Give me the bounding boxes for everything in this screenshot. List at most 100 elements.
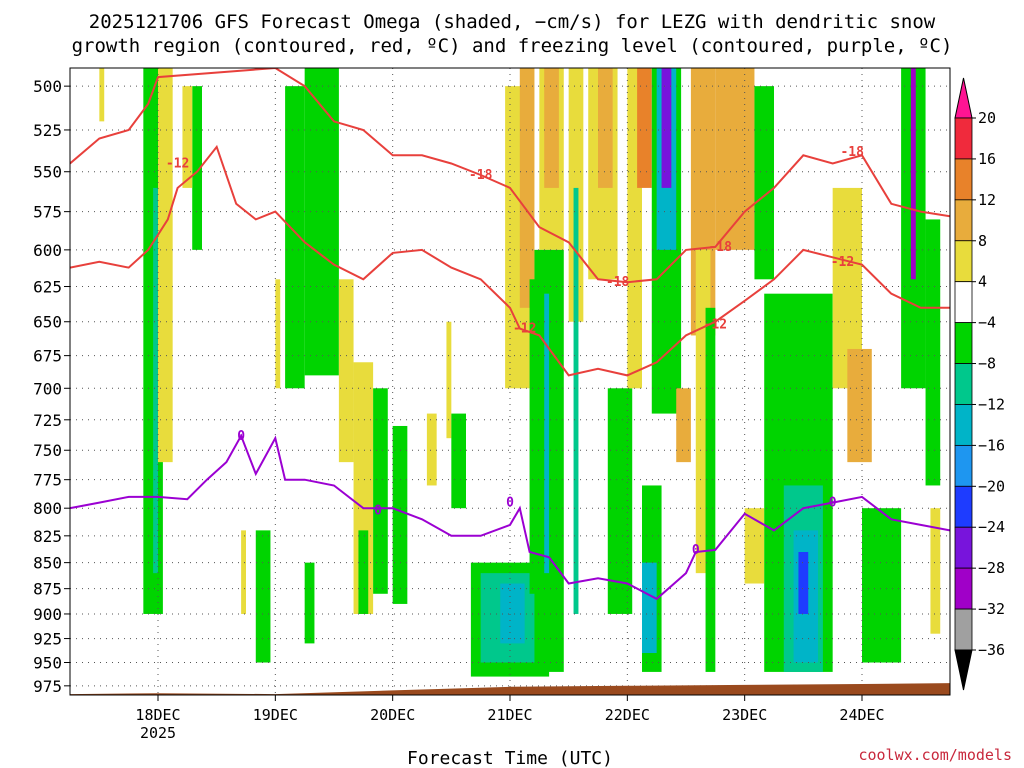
colorbar-above-arrow xyxy=(954,77,973,119)
colorbar-bin xyxy=(954,199,973,242)
y-axis-ticks: 500 525 550 575 600 625 650 675 700 725 750 775 800 8… xyxy=(33,77,70,696)
contour-label: 0 xyxy=(506,496,514,511)
contour-label: 0 xyxy=(237,429,245,444)
omega-cell xyxy=(598,68,613,188)
colorbar-bin xyxy=(954,363,973,405)
contour-label: 0 xyxy=(829,496,837,511)
omega-cell xyxy=(715,68,755,250)
omega-cell xyxy=(158,68,173,463)
y-tick-label: 875 xyxy=(33,580,62,599)
contours: -12 -12 -12 -12 -18 -18 -18 -18 0 0 0 0 0 xyxy=(70,68,950,601)
y-tick-label: 625 xyxy=(33,278,62,297)
omega-cell xyxy=(426,413,437,486)
colorbar-label: −16 xyxy=(978,436,1005,454)
omega-cell xyxy=(637,68,652,188)
x-tick-label: 18DEC xyxy=(135,706,180,724)
omega-cell xyxy=(862,508,902,663)
colorbar-label: 20 xyxy=(978,109,996,127)
y-tick-label: 600 xyxy=(33,241,62,260)
y-tick-label: 675 xyxy=(33,347,62,366)
omega-cell xyxy=(544,293,550,574)
omega-cell xyxy=(373,388,388,594)
y-tick-label: 575 xyxy=(33,203,62,222)
x-tick-sublabel: 2025 xyxy=(140,724,176,742)
x-axis-label: Forecast Time (UTC) xyxy=(407,748,613,768)
colorbar-bin xyxy=(954,526,973,569)
x-tick-label: 20DEC xyxy=(370,706,415,724)
omega-cell xyxy=(451,413,466,509)
omega-cell xyxy=(304,68,339,376)
colorbar-bin xyxy=(954,158,973,201)
omega-cell xyxy=(392,425,408,604)
x-tick-label: 19DEC xyxy=(253,706,298,724)
omega-cell xyxy=(925,219,941,486)
contour-label: -12 xyxy=(704,317,727,332)
omega-cell xyxy=(661,68,672,188)
contour-label: 0 xyxy=(692,543,700,558)
y-tick-label: 850 xyxy=(33,554,62,573)
y-tick-label: 500 xyxy=(33,77,62,96)
plot-area: -12 -12 -12 -12 -18 -18 -18 -18 0 0 0 0 0 xyxy=(70,68,950,695)
contour-label: -12 xyxy=(831,255,854,270)
omega-cell xyxy=(744,508,765,584)
omega-cell xyxy=(153,187,158,574)
colorbar-label: −36 xyxy=(978,641,1005,659)
colorbar-label: 8 xyxy=(978,232,987,250)
omega-cell xyxy=(99,68,105,122)
colorbar-label: −12 xyxy=(978,395,1005,413)
contour-label: -18 xyxy=(606,275,630,290)
y-tick-label: 975 xyxy=(33,677,62,696)
omega-cell xyxy=(930,508,941,634)
omega-cell xyxy=(847,348,872,463)
omega-cell xyxy=(192,86,202,250)
contour-label: -18 xyxy=(840,145,864,160)
colorbar-bin xyxy=(954,608,973,651)
y-tick-label: 800 xyxy=(33,499,62,518)
contour-label: -12 xyxy=(166,157,189,172)
colorbar-label: −24 xyxy=(978,518,1005,536)
site-credit: coolwx.com/models xyxy=(858,746,1012,764)
omega-cell xyxy=(182,86,193,188)
contour-label: 0 xyxy=(374,503,382,518)
omega-cell xyxy=(255,530,271,663)
x-tick-label: 24DEC xyxy=(839,706,884,724)
colorbar-label: −32 xyxy=(978,600,1005,618)
omega-cell xyxy=(544,68,559,188)
y-tick-label: 700 xyxy=(33,379,62,398)
colorbar-bin xyxy=(954,240,973,283)
omega-cell xyxy=(519,68,535,308)
colorbar-bin xyxy=(954,322,973,364)
y-tick-label: 725 xyxy=(33,411,62,430)
contour-line--18 xyxy=(70,68,950,284)
terrain-surface xyxy=(70,683,950,695)
colorbar-label: 16 xyxy=(978,150,996,168)
colorbar-below-arrow xyxy=(954,649,973,691)
omega-cell xyxy=(607,388,633,614)
omega-cell xyxy=(275,279,281,389)
omega-cell xyxy=(642,562,657,654)
omega-cell xyxy=(798,552,809,614)
colorbar-bin xyxy=(954,404,973,446)
colorbar-bin xyxy=(954,444,973,487)
omega-cell xyxy=(676,388,691,463)
omega-cell xyxy=(446,321,452,439)
y-tick-label: 650 xyxy=(33,313,62,332)
grid-lines xyxy=(70,68,950,695)
colorbar-label: −28 xyxy=(978,559,1005,577)
terrain xyxy=(70,683,950,695)
colorbar-bin xyxy=(954,485,973,528)
omega-cell xyxy=(285,86,305,389)
colorbar-label: 12 xyxy=(978,191,996,209)
omega-cell xyxy=(910,68,916,280)
chart-title-line-2: growth region (contoured, red, ºC) and f… xyxy=(72,35,953,57)
omega-cell xyxy=(358,530,369,614)
colorbar-label: −4 xyxy=(978,314,996,332)
y-tick-label: 775 xyxy=(33,471,62,490)
y-tick-label: 750 xyxy=(33,441,62,460)
contour-label: -18 xyxy=(469,168,493,183)
contour-line-0 xyxy=(70,433,950,601)
contour-label: -12 xyxy=(513,322,536,337)
colorbar: 20 16 12 8 4 −4 −8 −12 −16 −20 −24 −28 −32 −36 xyxy=(954,77,1005,691)
y-tick-label: 900 xyxy=(33,605,62,624)
